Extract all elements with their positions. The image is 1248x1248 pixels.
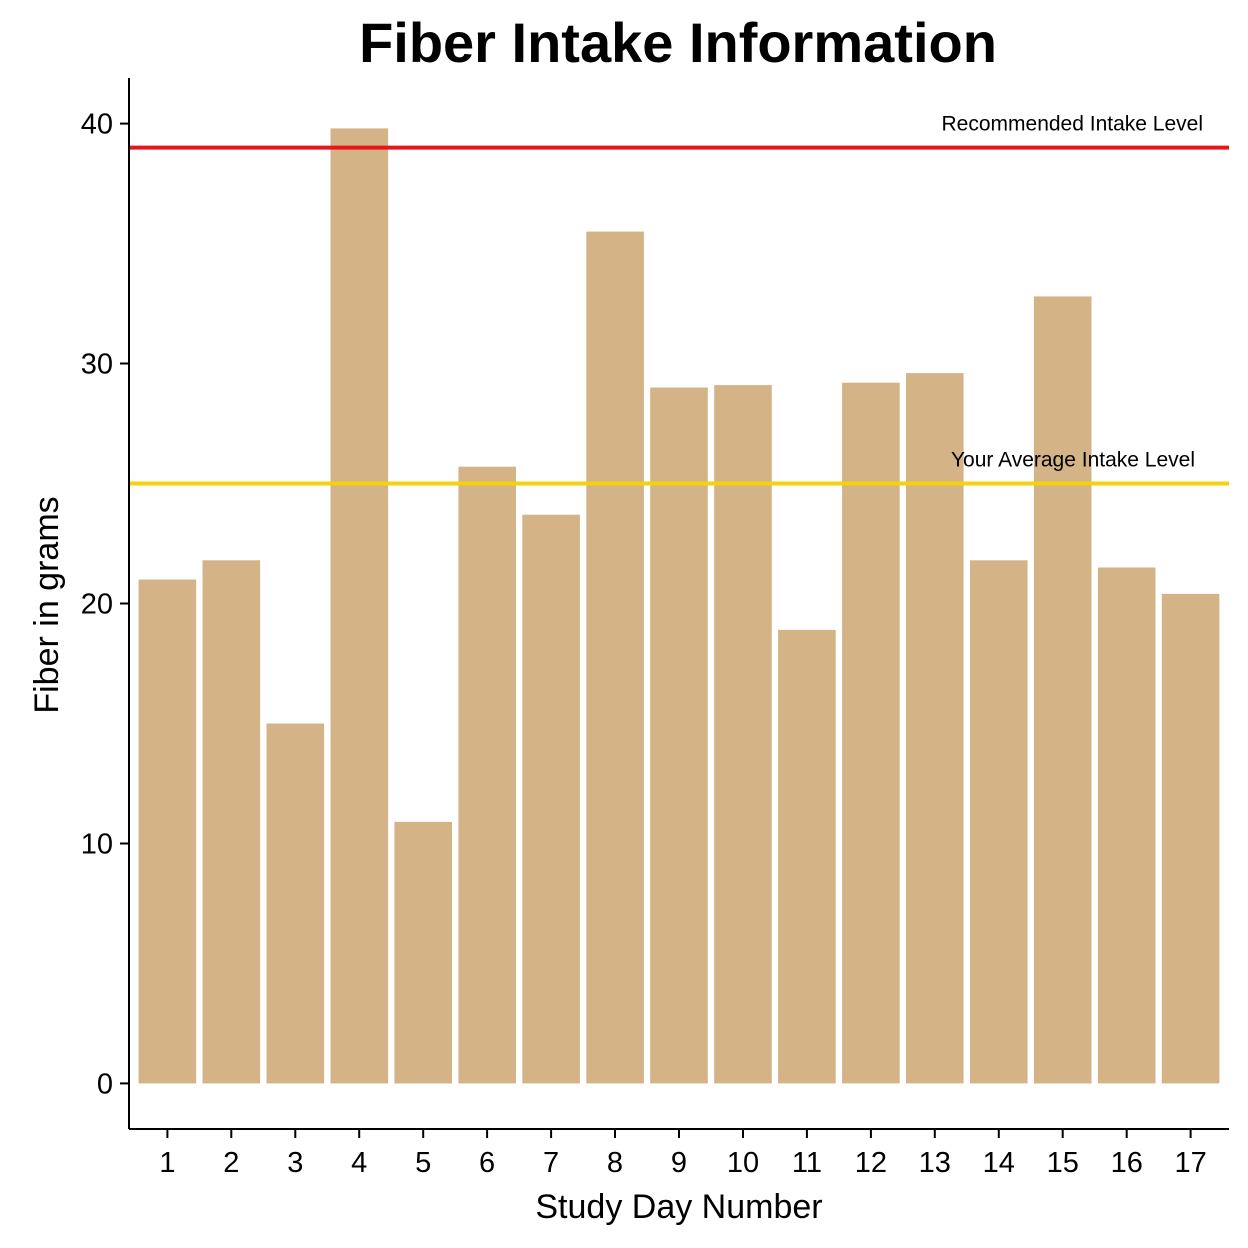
x-tick-label: 17 xyxy=(1174,1147,1206,1179)
bar-day-8 xyxy=(586,231,644,1084)
bar-day-2 xyxy=(202,560,261,1084)
y-tick-label: 30 xyxy=(81,349,113,381)
bar-day-7 xyxy=(522,514,580,1084)
x-tick-label: 10 xyxy=(727,1147,759,1179)
x-tick-label: 8 xyxy=(607,1147,623,1179)
x-tick-label: 6 xyxy=(479,1147,495,1179)
x-tick-label: 12 xyxy=(855,1147,887,1179)
reference-label-average: Your Average Intake Level xyxy=(951,449,1195,472)
bar-day-14 xyxy=(970,560,1028,1084)
y-axis-ticks: 0 10 20 30 40 xyxy=(81,109,129,1100)
x-tick-label: 11 xyxy=(792,1147,822,1179)
x-tick-label: 7 xyxy=(543,1147,559,1179)
y-axis-label: Fiber in grams xyxy=(28,496,66,713)
bar-day-15 xyxy=(1033,296,1092,1084)
bar-day-13 xyxy=(906,373,964,1084)
x-axis-ticks: 1 2 3 4 5 6 7 8 9 10 11 12 13 14 15 16 17 xyxy=(159,1129,1207,1179)
bar-day-11 xyxy=(778,629,836,1084)
x-tick-label: 1 xyxy=(159,1147,175,1179)
reference-lines: Recommended Intake Level Your Average Int… xyxy=(129,113,1229,486)
x-tick-label: 16 xyxy=(1111,1147,1143,1179)
y-tick-label: 20 xyxy=(81,589,113,621)
bar-day-16 xyxy=(1097,567,1156,1084)
x-axis-label: Study Day Number xyxy=(535,1188,822,1226)
reference-label-recommended: Recommended Intake Level xyxy=(942,113,1204,136)
x-tick-label: 5 xyxy=(415,1147,431,1179)
bar-day-9 xyxy=(650,387,708,1084)
chart-title: Fiber Intake Information xyxy=(359,11,997,74)
bar-day-3 xyxy=(266,723,325,1084)
bar-day-17 xyxy=(1161,593,1220,1084)
bar-day-1 xyxy=(138,579,197,1084)
bar-day-10 xyxy=(714,385,772,1084)
bar-day-12 xyxy=(842,382,900,1084)
bar-day-5 xyxy=(394,821,452,1084)
x-tick-label: 13 xyxy=(919,1147,951,1179)
x-tick-label: 14 xyxy=(983,1147,1015,1179)
bar-group xyxy=(138,128,1220,1084)
x-tick-label: 3 xyxy=(287,1147,303,1179)
x-tick-label: 4 xyxy=(351,1147,367,1179)
bar-day-6 xyxy=(458,466,516,1084)
x-tick-label: 2 xyxy=(223,1147,239,1179)
bar-day-4 xyxy=(330,128,389,1084)
y-tick-label: 10 xyxy=(81,829,113,861)
y-tick-label: 40 xyxy=(81,109,113,141)
x-tick-label: 9 xyxy=(671,1147,687,1179)
y-tick-label: 0 xyxy=(97,1068,113,1100)
x-tick-label: 15 xyxy=(1047,1147,1079,1179)
